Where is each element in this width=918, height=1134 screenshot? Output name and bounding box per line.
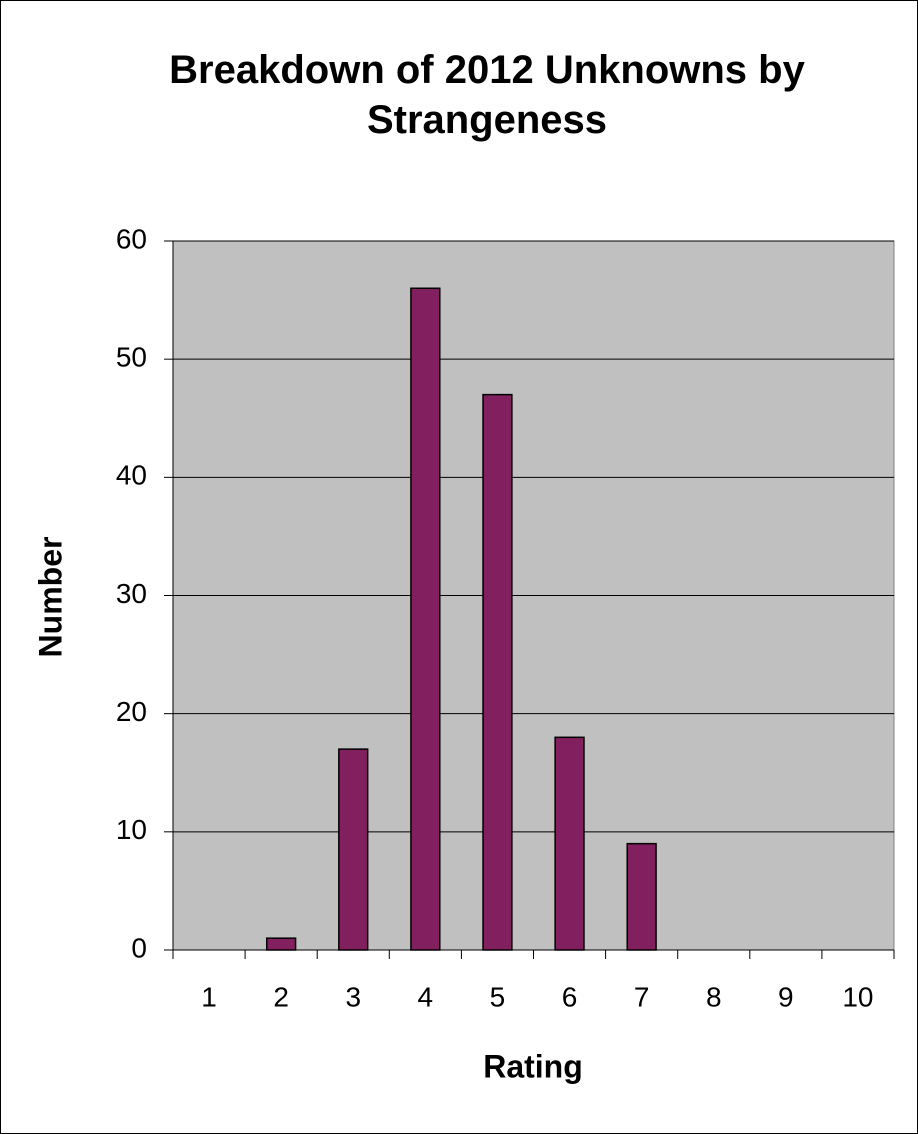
x-tick-label: 5 bbox=[490, 981, 506, 1012]
chart-title: Breakdown of 2012 Unknowns by Strangenes… bbox=[169, 48, 805, 142]
y-axis-label: Number bbox=[32, 537, 68, 658]
bar bbox=[626, 842, 657, 951]
y-tick-label: 0 bbox=[131, 932, 147, 963]
bar bbox=[265, 937, 297, 951]
x-tick-label: 9 bbox=[778, 981, 794, 1012]
bar bbox=[338, 748, 369, 951]
bar bbox=[554, 736, 585, 951]
x-tick-label: 3 bbox=[345, 981, 361, 1012]
y-tick-label: 50 bbox=[116, 342, 147, 373]
x-tick-label: 1 bbox=[201, 981, 217, 1012]
x-axis-label: Rating bbox=[483, 1048, 583, 1084]
y-tick-label: 10 bbox=[116, 814, 147, 845]
y-tick-label: 20 bbox=[116, 696, 147, 727]
x-tick-label: 10 bbox=[842, 981, 873, 1012]
y-tick-label: 60 bbox=[116, 223, 147, 254]
x-tick-label: 2 bbox=[273, 981, 289, 1012]
x-tick-label: 4 bbox=[418, 981, 434, 1012]
x-tick-label: 8 bbox=[706, 981, 722, 1012]
x-tick-label: 7 bbox=[634, 981, 650, 1012]
x-tick-label: 6 bbox=[562, 981, 578, 1012]
y-tick-label: 30 bbox=[116, 578, 147, 609]
y-tick-label: 40 bbox=[116, 460, 147, 491]
bar bbox=[482, 393, 513, 951]
bar bbox=[410, 287, 441, 951]
